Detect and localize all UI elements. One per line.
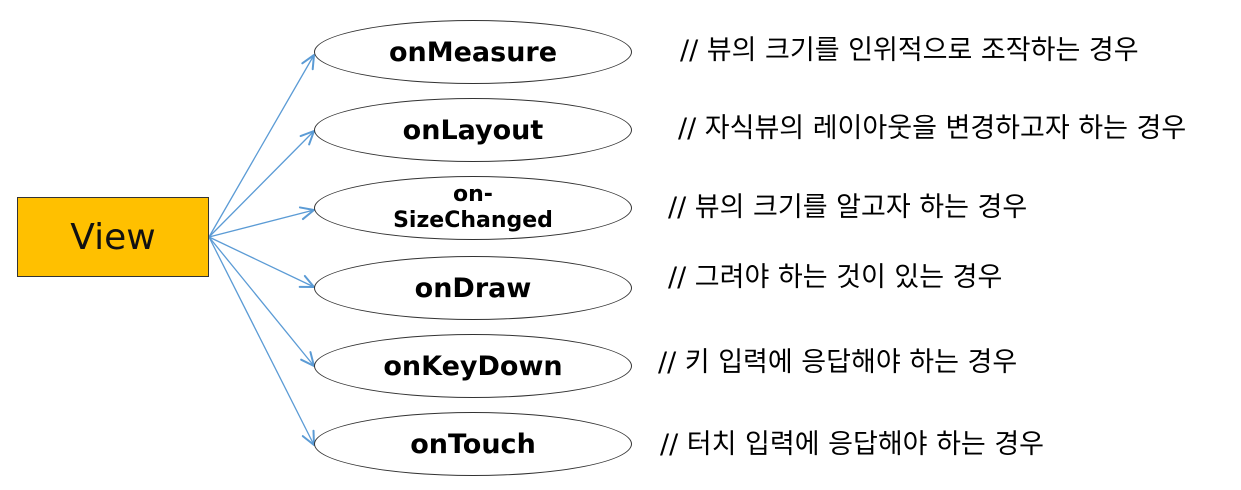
- comment-onsizechanged: // 뷰의 크기를 알고자 하는 경우: [668, 192, 1028, 223]
- method-label-onkeydown: onKeyDown: [383, 350, 563, 382]
- comment-onlayout: // 자식뷰의 레이아웃을 변경하고자 하는 경우: [678, 113, 1187, 144]
- method-node-ontouch: onTouch: [314, 412, 632, 476]
- method-label-onmeasure: onMeasure: [388, 36, 558, 68]
- comment-onmeasure: // 뷰의 크기를 인위적으로 조작하는 경우: [680, 35, 1139, 66]
- method-label-onlayout: onLayout: [402, 114, 544, 146]
- method-node-ondraw: onDraw: [314, 256, 632, 320]
- method-node-onmeasure: onMeasure: [314, 20, 632, 84]
- view-node: View: [17, 197, 209, 277]
- arrow-to-onkeydown: [208, 236, 315, 367]
- comment-onkeydown: // 키 입력에 응답해야 하는 경우: [658, 347, 1018, 378]
- arrow-to-ontouch: [208, 236, 315, 446]
- method-node-onlayout: onLayout: [314, 98, 632, 162]
- comment-ondraw: // 그려야 하는 것이 있는 경우: [668, 262, 1003, 293]
- view-node-label: View: [70, 216, 156, 258]
- method-node-onsizechanged: on- SizeChanged: [314, 176, 632, 240]
- method-label-ontouch: onTouch: [410, 428, 536, 460]
- method-label-onsizechanged-line2: SizeChanged: [393, 208, 553, 233]
- comment-ontouch: // 터치 입력에 응답해야 하는 경우: [660, 429, 1045, 460]
- method-label-onsizechanged-line1: on-: [453, 182, 493, 208]
- method-node-onkeydown: onKeyDown: [314, 334, 632, 398]
- arrow-to-ondraw: [208, 236, 315, 288]
- method-label-ondraw: onDraw: [414, 272, 532, 304]
- arrow-to-onsizechanged: [208, 206, 315, 238]
